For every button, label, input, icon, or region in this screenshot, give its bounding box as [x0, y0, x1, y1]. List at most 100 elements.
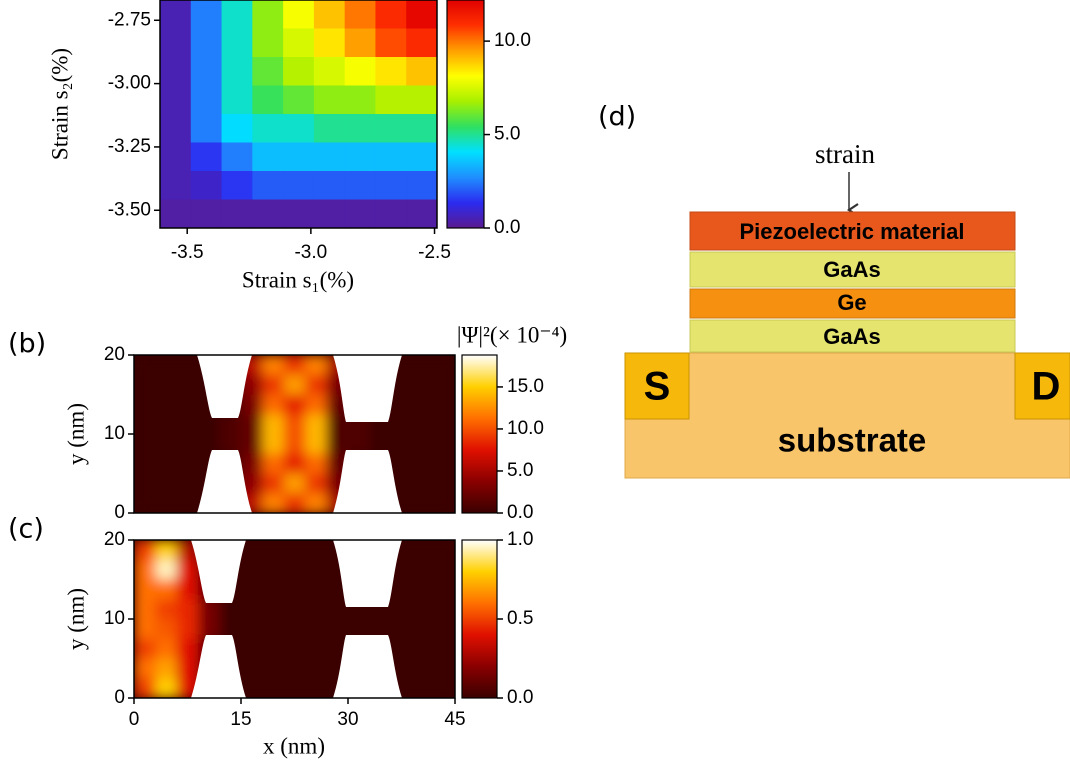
y-tick-label: 10 [104, 423, 125, 444]
heatmap-cell [177, 395, 199, 415]
heatmap-cell [391, 414, 413, 434]
heatmap-cell [134, 454, 156, 474]
heatmap-cell [314, 57, 345, 86]
cells [134, 540, 456, 699]
heatmap-cell [283, 0, 314, 29]
heatmap-cell [134, 540, 156, 560]
heatmap-cell [412, 395, 434, 415]
heatmap-cell [412, 474, 434, 494]
heatmap-cell [155, 619, 177, 639]
heatmap-cell [412, 560, 434, 580]
y-tick-label: 10 [104, 608, 125, 629]
heatmap-cell [252, 200, 283, 229]
heatmap-cell [160, 0, 191, 29]
heatmap-cell [160, 86, 191, 115]
heatmap-cell [134, 639, 156, 659]
heatmap-cell [284, 355, 306, 375]
heatmap-cell [155, 474, 177, 494]
heatmap-cell [191, 57, 222, 86]
heatmap-cell [262, 599, 284, 619]
heatmap-cell [284, 454, 306, 474]
heatmap-cell [284, 395, 306, 415]
heatmap-cell [134, 678, 156, 698]
colorbar-tick-label: 1.0 [507, 529, 533, 550]
heatmap-cell [305, 395, 327, 415]
heatmap-cell [434, 659, 456, 679]
heatmap-cell [406, 57, 437, 86]
heatmap-cell [155, 355, 177, 375]
heatmap-cell [375, 171, 406, 200]
heatmap-cell [412, 355, 434, 375]
x-tick-label: 0 [129, 709, 140, 730]
heatmap-cell [283, 143, 314, 172]
heatmap-cell [160, 171, 191, 200]
heatmap-cell [222, 143, 253, 172]
heatmap-cell [434, 414, 456, 434]
heatmap-cell [434, 434, 456, 454]
heatmap-cell [375, 114, 406, 143]
y-tick-label: 20 [104, 344, 125, 365]
y-tick-label: -3.00 [108, 73, 151, 94]
heatmap-cell [262, 540, 284, 560]
colorbar-tick-label: 10.0 [494, 30, 531, 51]
heatmap-b [134, 355, 456, 514]
heatmap-cell [406, 86, 437, 115]
heatmap-a [160, 0, 438, 229]
heatmap-cell [345, 0, 376, 29]
heatmap-cell [434, 540, 456, 560]
heatmap-cell [412, 454, 434, 474]
heatmap-cell [305, 540, 327, 560]
heatmap-cell [155, 375, 177, 395]
heatmap-cell [155, 493, 177, 513]
heatmap-cell [412, 678, 434, 698]
heatmap-c [134, 540, 456, 699]
heatmap-cell [155, 678, 177, 698]
x-axis-label: Strain s₁(%) [242, 267, 354, 292]
heatmap-cell [177, 560, 199, 580]
heatmap-cell [305, 434, 327, 454]
heatmap-cell [155, 599, 177, 619]
x-axis-label: x (nm) [263, 733, 325, 758]
heatmap-cell [434, 580, 456, 600]
heatmap-cell [241, 560, 263, 580]
heatmap-cell [434, 619, 456, 639]
heatmap-cell [177, 454, 199, 474]
heatmap-cell [177, 639, 199, 659]
heatmap-cell [391, 434, 413, 454]
heatmap-cell [412, 493, 434, 513]
heatmap-cell [134, 375, 156, 395]
heatmap-cell [345, 29, 376, 58]
heatmap-cell [305, 580, 327, 600]
heatmap-cell [314, 0, 345, 29]
heatmap-cell [283, 57, 314, 86]
heatmap-cell [305, 560, 327, 580]
panel-label: (c) [8, 514, 44, 545]
heatmap-cell [391, 580, 413, 600]
heatmap-cell [134, 434, 156, 454]
heatmap-cell [155, 454, 177, 474]
heatmap-cell [262, 659, 284, 679]
heatmap-cell [177, 434, 199, 454]
heatmap-cell [412, 659, 434, 679]
heatmap-cell [262, 639, 284, 659]
heatmap-cell [391, 639, 413, 659]
heatmap-cell [262, 619, 284, 639]
x-tick-label: 45 [444, 709, 465, 730]
heatmap-cell [305, 375, 327, 395]
x-tick-label: -3.0 [294, 242, 327, 263]
heatmap-cell [314, 29, 345, 58]
heatmap-cell [345, 200, 376, 229]
panel-label: (d) [598, 102, 636, 133]
x-tick-label: -3.5 [171, 242, 204, 263]
heatmap-cell [241, 454, 263, 474]
y-axis-label: y (nm) [63, 588, 88, 650]
colorbar-tick-label: 0.0 [507, 502, 533, 523]
heatmap-cell [314, 200, 345, 229]
heatmap-cell [252, 0, 283, 29]
heatmap-cell [284, 639, 306, 659]
heatmap-cell [177, 414, 199, 434]
heatmap-cell [241, 434, 263, 454]
x-tick-label: 15 [230, 709, 251, 730]
heatmap-cell [345, 86, 376, 115]
heatmap-cell [262, 560, 284, 580]
